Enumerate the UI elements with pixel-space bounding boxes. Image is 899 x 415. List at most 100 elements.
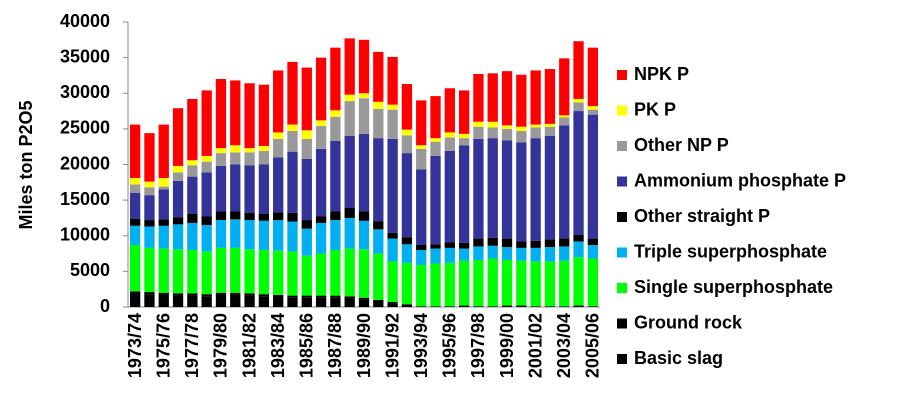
bar-segment	[373, 302, 384, 307]
bar-segment	[187, 295, 198, 307]
bar-segment	[315, 222, 327, 254]
bar-segment	[330, 140, 341, 212]
legend-label: Other straight P	[634, 206, 770, 226]
y-tick-label: 0	[100, 296, 110, 316]
bar-segment	[344, 207, 355, 218]
bar-segment	[287, 295, 298, 298]
legend-swatch	[617, 354, 627, 364]
bar-segment	[444, 88, 455, 133]
bar-segment	[358, 98, 370, 134]
bar-segment	[230, 80, 241, 146]
bar-segment	[487, 73, 498, 122]
bar-segment	[473, 121, 484, 127]
bar-segment	[201, 296, 212, 307]
bar-segment	[130, 178, 141, 185]
bar-segment	[230, 211, 241, 220]
x-tick-label: 2005/06	[583, 313, 603, 378]
bar-segment	[301, 158, 312, 221]
bar-segment	[487, 245, 498, 259]
bar-segment	[458, 248, 470, 261]
bar-segment	[430, 96, 441, 139]
bar-segment	[315, 216, 327, 223]
bar-segment	[458, 305, 470, 307]
bar-segment	[172, 295, 184, 307]
bar-segment	[172, 249, 184, 294]
bar-segment	[315, 120, 327, 127]
bar-segment	[573, 41, 584, 99]
bar-segment	[187, 160, 198, 166]
bar-segment	[444, 242, 455, 248]
bar-segment	[130, 193, 141, 219]
bar-segment	[401, 237, 413, 245]
bar-segment	[287, 61, 298, 125]
bar-segment	[358, 299, 370, 307]
bar-segment	[416, 245, 427, 250]
x-tick-label: 1977/78	[182, 313, 202, 378]
bar-segment	[487, 237, 498, 246]
bar-segment	[516, 260, 527, 306]
bar-segment	[273, 157, 284, 213]
bar-segment	[387, 232, 398, 239]
y-tick-label: 5000	[70, 260, 110, 280]
y-tick-label: 15000	[60, 189, 110, 209]
bar-segment	[444, 137, 455, 151]
bar-segment	[144, 181, 155, 188]
bar-segment	[387, 261, 398, 303]
bar-segment	[387, 109, 398, 139]
bar-segment	[430, 141, 441, 156]
bar-segment	[516, 131, 527, 143]
bar-segment	[587, 258, 598, 307]
bar-segment	[315, 148, 327, 217]
bar-segment	[273, 132, 284, 139]
bar-segment	[215, 292, 227, 295]
x-tick-label: 1981/82	[239, 313, 259, 378]
bar-segment	[172, 224, 184, 250]
bar-segment	[358, 39, 370, 94]
legend-label: Single superphosphate	[634, 277, 833, 297]
bar-segment	[230, 164, 241, 212]
bar-segment	[330, 250, 341, 296]
bar-segment	[130, 291, 141, 294]
legend-swatch	[617, 176, 627, 187]
bar-segment	[458, 242, 470, 249]
bar-segment	[244, 249, 255, 294]
bar-segment	[301, 228, 312, 256]
bar-segment	[516, 126, 527, 132]
bar-segment	[258, 145, 270, 151]
bar-segment	[315, 297, 327, 307]
bar-segment	[344, 38, 355, 95]
bar-segment	[473, 306, 484, 307]
bar-segment	[544, 239, 556, 248]
bar-segment	[473, 74, 484, 122]
bar-segment	[344, 298, 355, 307]
bar-segment	[244, 293, 255, 296]
bar-segment	[501, 247, 513, 260]
bar-segment	[401, 135, 413, 154]
bar-segment	[215, 153, 227, 166]
bar-segment	[401, 153, 413, 238]
bar-segment	[187, 250, 198, 294]
bar-segment	[530, 70, 541, 125]
bar-segment	[373, 221, 384, 230]
bar-segment	[416, 100, 427, 146]
bar-segment	[373, 299, 384, 303]
bar-segment	[215, 294, 227, 307]
bar-segment	[344, 94, 355, 102]
bar-segment	[430, 155, 441, 245]
bar-segment	[158, 225, 169, 249]
bar-segment	[330, 116, 341, 141]
bar-segment	[215, 211, 227, 221]
bar-segment	[544, 123, 556, 127]
bar-segment	[215, 79, 227, 149]
bar-segment	[258, 164, 270, 214]
bar-segment	[416, 250, 427, 265]
bar-segment	[344, 248, 355, 297]
bar-segment	[401, 262, 413, 305]
bar-segment	[258, 213, 270, 221]
bar-segment	[501, 140, 513, 239]
bar-segment	[344, 217, 355, 249]
legend-label: NPK P	[634, 64, 689, 84]
bar-segment	[387, 238, 398, 262]
bar-segment	[387, 138, 398, 233]
bar-segment	[187, 98, 198, 161]
